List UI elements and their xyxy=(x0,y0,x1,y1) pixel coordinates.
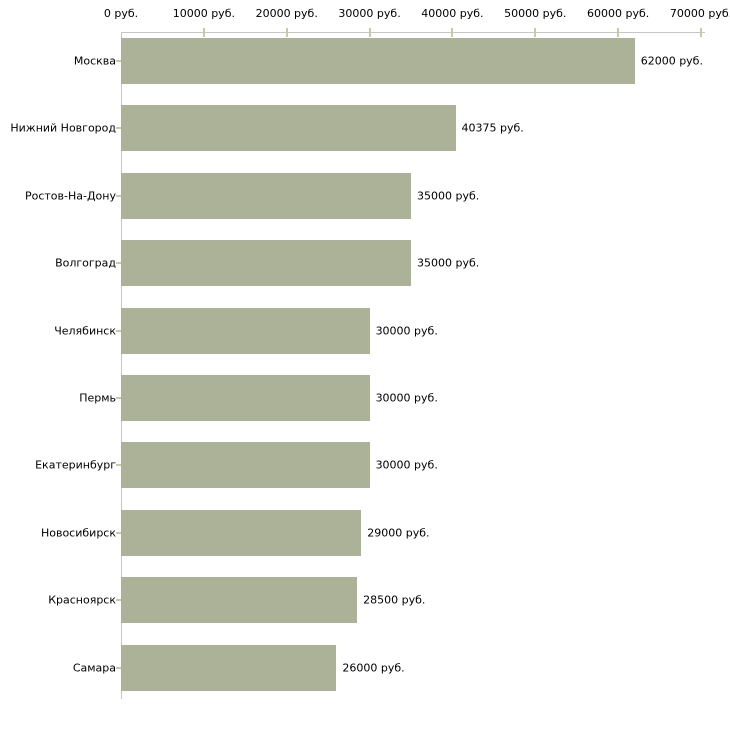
bar xyxy=(121,307,370,354)
category-label: Волгоград xyxy=(55,256,116,270)
x-tick-label: 50000 руб. xyxy=(504,7,567,20)
bar xyxy=(121,442,370,489)
value-label: 40375 руб. xyxy=(461,121,524,135)
y-tick-mark xyxy=(116,127,121,130)
x-tick-mark xyxy=(202,28,205,37)
value-label: 29000 руб. xyxy=(367,526,430,540)
category-label: Самара xyxy=(72,661,116,675)
x-tick-mark xyxy=(451,28,454,37)
x-tick-label: 0 руб. xyxy=(103,7,139,20)
y-tick-mark xyxy=(116,599,121,602)
bar xyxy=(121,240,411,287)
y-tick-mark xyxy=(116,666,121,669)
value-label: 30000 руб. xyxy=(375,458,438,472)
x-tick-label: 40000 руб. xyxy=(421,7,484,20)
category-label: Нижний Новгород xyxy=(10,121,116,135)
value-label: 62000 руб. xyxy=(640,54,703,68)
x-tick-mark xyxy=(534,28,537,37)
y-tick-mark xyxy=(116,397,121,399)
value-label: 35000 руб. xyxy=(417,189,480,203)
category-label: Красноярск xyxy=(48,593,116,607)
bar xyxy=(121,644,337,691)
x-tick-label: 30000 руб. xyxy=(338,7,401,20)
y-tick-mark xyxy=(116,194,121,197)
category-label: Новосибирск xyxy=(40,526,116,540)
y-tick-mark xyxy=(116,60,121,62)
value-label: 28500 руб. xyxy=(363,593,426,607)
x-tick-mark xyxy=(700,28,702,37)
bar xyxy=(121,509,362,556)
category-label: Екатеринбург xyxy=(35,458,116,472)
x-tick-label: 10000 руб. xyxy=(172,7,235,20)
bar xyxy=(121,38,635,84)
y-tick-mark xyxy=(116,531,121,534)
x-axis-line xyxy=(121,32,705,33)
bar xyxy=(121,105,456,152)
x-tick-label: 20000 руб. xyxy=(255,7,318,20)
bar xyxy=(121,172,411,219)
bar xyxy=(121,375,370,421)
y-axis-line xyxy=(121,32,122,699)
x-tick-mark xyxy=(617,28,620,37)
category-label: Ростов-На-Дону xyxy=(24,189,116,203)
y-tick-mark xyxy=(116,262,121,265)
x-tick-mark xyxy=(285,28,288,37)
y-tick-mark xyxy=(116,464,121,467)
x-tick-mark xyxy=(368,28,371,37)
category-label: Москва xyxy=(73,54,116,68)
x-tick-label: 60000 руб. xyxy=(587,7,650,20)
category-label: Пермь xyxy=(79,391,116,405)
value-label: 26000 руб. xyxy=(342,661,405,675)
value-label: 30000 руб. xyxy=(375,324,438,338)
category-label: Челябинск xyxy=(54,324,116,338)
value-label: 30000 руб. xyxy=(375,391,438,405)
y-tick-mark xyxy=(116,329,121,332)
bar xyxy=(121,577,358,624)
x-tick-label: 70000 руб. xyxy=(669,7,730,20)
value-label: 35000 руб. xyxy=(417,256,480,270)
